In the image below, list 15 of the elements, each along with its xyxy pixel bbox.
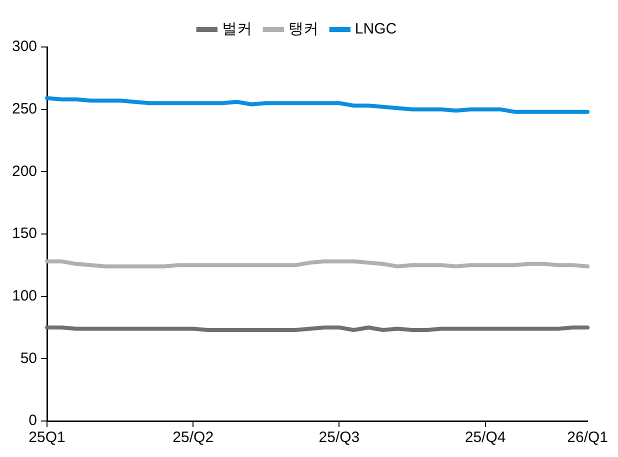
x-tick-label: 25/Q3 <box>318 429 360 446</box>
y-tick-label: 300 <box>12 38 38 56</box>
y-tick-label: 150 <box>12 225 38 242</box>
y-tick-label: 50 <box>20 350 38 367</box>
x-tick-label: 25/Q4 <box>464 429 506 446</box>
legend-label: 벌커 <box>222 20 252 38</box>
y-tick-label: 200 <box>12 162 38 180</box>
y-tick-label: 250 <box>12 100 38 118</box>
y-tick-label: 0 <box>28 412 38 430</box>
x-tick-label: 26/Q1 <box>567 429 608 446</box>
legend-label: 탱커 <box>288 20 318 38</box>
legend-label: LNGC <box>354 20 397 38</box>
x-tick-label: 25/Q2 <box>172 429 214 446</box>
y-tick-label: 100 <box>12 287 38 304</box>
x-tick-label: 25Q1 <box>28 429 66 446</box>
